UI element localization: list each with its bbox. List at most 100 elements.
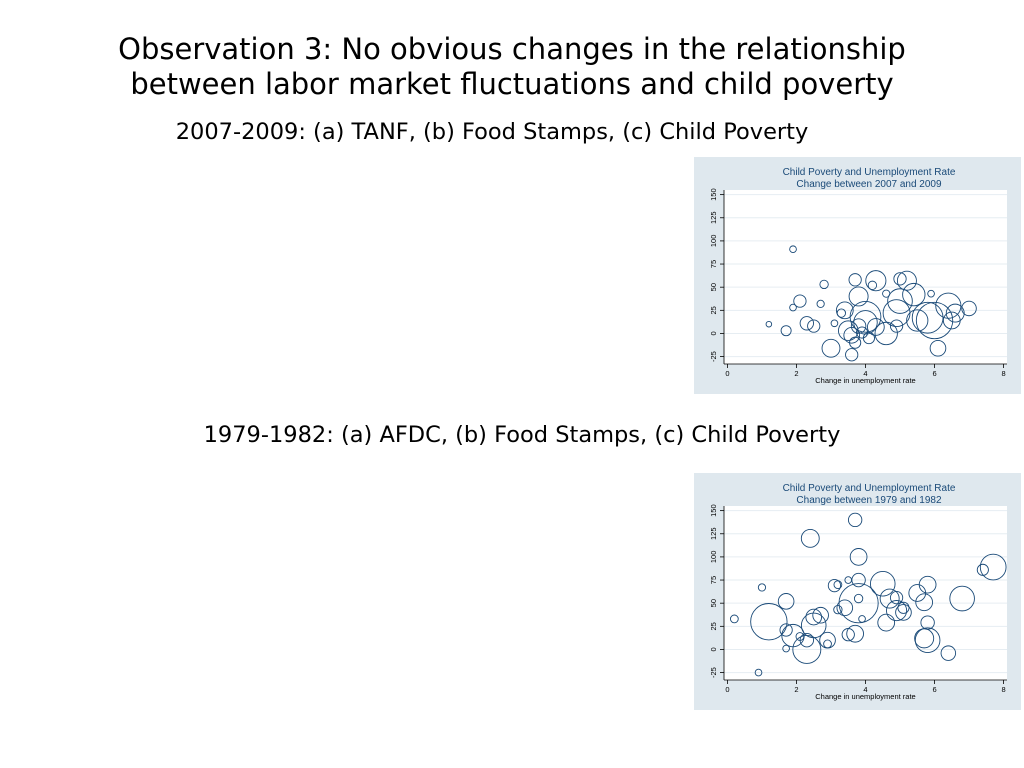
data-point (897, 601, 910, 614)
data-point (838, 583, 879, 624)
data-point (847, 512, 863, 528)
data-point (805, 608, 823, 626)
data-point (765, 320, 773, 328)
y-tick-label: 25 (709, 306, 718, 314)
data-point (927, 289, 935, 298)
data-point (849, 300, 882, 333)
y-tick-label: -25 (709, 667, 718, 678)
scatter-chart-2007-2009-svg: Child Poverty and Unemployment RateChang… (694, 157, 1021, 394)
data-point (833, 580, 843, 590)
slide-title-line2: between labor market fluctuations and ch… (130, 67, 894, 101)
data-point (858, 615, 866, 623)
data-point (782, 644, 790, 653)
y-tick-label: 75 (709, 260, 718, 268)
data-point (779, 623, 793, 637)
scatter-chart-1979-1982: Child Poverty and Unemployment Rate Chang… (694, 473, 1021, 710)
data-point (920, 615, 935, 630)
data-point (877, 613, 896, 632)
data-point (945, 303, 965, 323)
data-point (845, 348, 859, 362)
plot-area (724, 506, 1007, 680)
data-point (800, 612, 827, 639)
data-point (895, 604, 912, 621)
data-point (835, 301, 854, 320)
data-point (867, 280, 878, 290)
data-point (940, 645, 957, 661)
y-tick-label: 50 (709, 599, 718, 607)
x-tick-label: 2 (794, 685, 798, 694)
data-point (819, 279, 829, 290)
x-tick-label: 0 (725, 685, 729, 694)
data-point (754, 668, 763, 677)
data-point (777, 593, 795, 610)
data-point (896, 270, 917, 291)
data-point (750, 603, 788, 641)
y-tick-label: 150 (709, 188, 718, 201)
chart-title: Child Poverty and Unemployment Rate (783, 167, 956, 178)
y-tick-label: 0 (709, 647, 718, 651)
y-tick-label: 125 (709, 212, 718, 225)
data-point (929, 339, 947, 357)
data-point (865, 270, 887, 292)
section-heading-2007-2009: 2007-2009: (a) TANF, (b) Food Stamps, (c… (175, 119, 809, 145)
data-point (729, 614, 739, 624)
data-point (827, 578, 842, 593)
y-tick-label: 100 (709, 551, 718, 564)
data-point (789, 303, 797, 312)
data-point (846, 624, 864, 643)
x-tick-label: 4 (863, 369, 867, 378)
section-heading-1979-1982: 1979-1982: (a) AFDC, (b) Food Stamps, (c… (203, 422, 841, 448)
scatter-chart-1979-1982-svg: Child Poverty and Unemployment RateChang… (694, 473, 1021, 710)
data-point (979, 553, 1007, 581)
data-point (800, 528, 820, 548)
data-point (816, 299, 825, 308)
data-point (911, 301, 944, 334)
data-point (915, 593, 934, 612)
x-tick-label: 4 (863, 685, 867, 694)
data-point (793, 294, 807, 308)
data-point (812, 606, 829, 624)
data-point (757, 583, 767, 592)
data-point (879, 588, 900, 609)
data-point (906, 309, 929, 332)
data-point (889, 319, 904, 333)
x-axis-label: Change in unemployment rate (815, 692, 915, 701)
x-tick-label: 8 (1001, 685, 1005, 694)
x-tick-label: 8 (1001, 369, 1005, 378)
x-tick-label: 6 (932, 685, 936, 694)
data-point (799, 316, 814, 331)
chart-subtitle: Change between 2007 and 2009 (796, 179, 942, 190)
chart-title: Child Poverty and Unemployment Rate (783, 483, 956, 494)
data-point (849, 336, 862, 349)
data-point (867, 318, 885, 336)
data-point (780, 325, 792, 337)
data-point (849, 548, 868, 566)
data-point (833, 605, 843, 615)
y-tick-label: 125 (709, 528, 718, 541)
data-point (889, 591, 904, 605)
data-point (851, 572, 866, 588)
x-axis-label: Change in unemployment rate (815, 376, 915, 385)
y-tick-label: -25 (709, 351, 718, 362)
data-point (848, 286, 869, 307)
y-tick-label: 75 (709, 576, 718, 584)
data-point (807, 319, 821, 333)
data-point (961, 300, 977, 317)
data-point (915, 301, 954, 340)
y-tick-label: 25 (709, 622, 718, 630)
y-tick-label: 150 (709, 504, 718, 517)
data-point (869, 570, 896, 597)
y-tick-label: 100 (709, 235, 718, 248)
data-point (830, 319, 839, 328)
data-point (886, 600, 908, 622)
data-point (823, 639, 832, 649)
plot-area (724, 190, 1007, 364)
y-tick-label: 0 (709, 331, 718, 335)
data-point (836, 599, 854, 617)
x-tick-label: 2 (794, 369, 798, 378)
data-point (848, 273, 862, 287)
data-point (850, 318, 867, 334)
data-point (887, 288, 913, 314)
data-point (799, 633, 814, 648)
chart-subtitle: Change between 1979 and 1982 (796, 495, 942, 506)
